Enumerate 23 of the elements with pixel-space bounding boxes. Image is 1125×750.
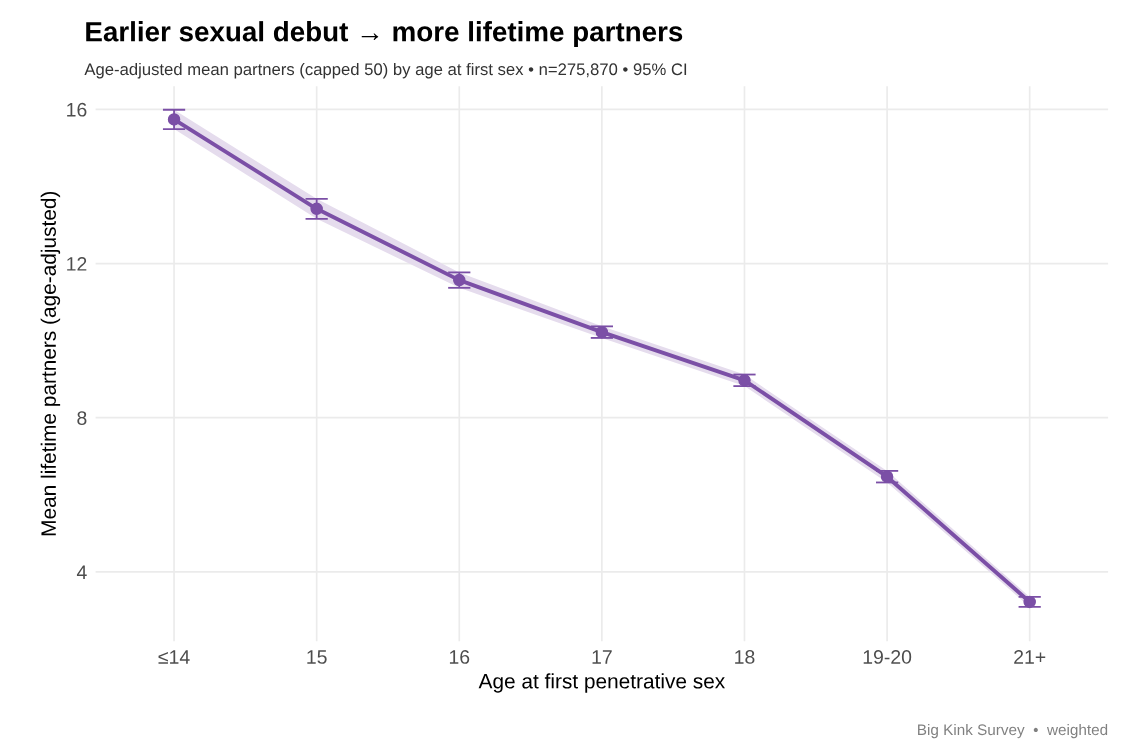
point xyxy=(595,325,609,339)
y-axis-title: Mean lifetime partners (age-adjusted) xyxy=(40,191,61,536)
x-tick-label: 19-20 xyxy=(863,650,912,664)
x-tick-label: ≤14 xyxy=(158,650,190,664)
x-axis-title: Age at first penetrative sex xyxy=(478,673,725,693)
point xyxy=(1023,595,1036,609)
point xyxy=(738,374,751,387)
chart-title: Earlier sexual debut → more lifetime partners xyxy=(86,21,683,48)
point xyxy=(167,113,181,126)
text: Big Kink Survey • weighted xyxy=(918,723,1108,739)
point xyxy=(310,202,323,216)
y-tick-label: 4 xyxy=(76,565,87,579)
x-tick-label: 17 xyxy=(592,650,612,664)
chart-subtitle: Age-adjusted mean partners (capped 50) by age at first sex • n=275,870 • 95% CI xyxy=(84,62,687,79)
y-tick-label: 16 xyxy=(67,102,87,117)
point xyxy=(880,470,894,483)
point xyxy=(453,273,466,287)
x-tick-label: 15 xyxy=(307,650,327,664)
x-tick-label: 18 xyxy=(735,650,755,664)
x-tick-label: 16 xyxy=(449,650,470,664)
y-tick-label: 12 xyxy=(67,257,87,271)
x-tick-label: 21+ xyxy=(1014,650,1046,664)
y-tick-label: 8 xyxy=(77,411,87,425)
